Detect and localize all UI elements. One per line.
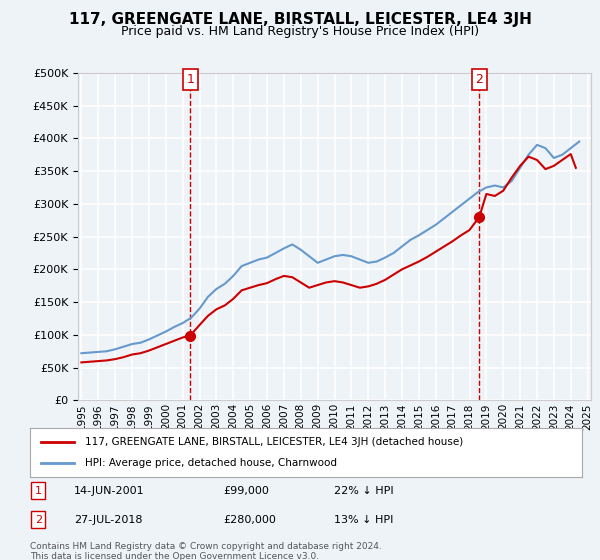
Text: 14-JUN-2001: 14-JUN-2001 [74, 486, 145, 496]
Text: 117, GREENGATE LANE, BIRSTALL, LEICESTER, LE4 3JH (detached house): 117, GREENGATE LANE, BIRSTALL, LEICESTER… [85, 437, 463, 447]
Text: 22% ↓ HPI: 22% ↓ HPI [334, 486, 393, 496]
Text: £99,000: £99,000 [223, 486, 269, 496]
Text: 1: 1 [186, 73, 194, 86]
Text: Contains HM Land Registry data © Crown copyright and database right 2024.
This d: Contains HM Land Registry data © Crown c… [30, 542, 382, 560]
Text: 117, GREENGATE LANE, BIRSTALL, LEICESTER, LE4 3JH: 117, GREENGATE LANE, BIRSTALL, LEICESTER… [68, 12, 532, 27]
Text: 27-JUL-2018: 27-JUL-2018 [74, 515, 143, 525]
Text: 1: 1 [35, 486, 42, 496]
Text: 2: 2 [35, 515, 42, 525]
Text: HPI: Average price, detached house, Charnwood: HPI: Average price, detached house, Char… [85, 458, 337, 468]
Text: 2: 2 [475, 73, 483, 86]
Text: Price paid vs. HM Land Registry's House Price Index (HPI): Price paid vs. HM Land Registry's House … [121, 25, 479, 38]
Text: £280,000: £280,000 [223, 515, 276, 525]
Text: 13% ↓ HPI: 13% ↓ HPI [334, 515, 393, 525]
